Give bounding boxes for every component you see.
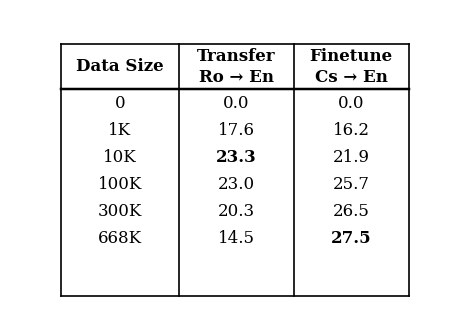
Text: 10K: 10K (103, 149, 137, 166)
Text: Transfer
Ro → En: Transfer Ro → En (197, 48, 276, 86)
Text: Data Size: Data Size (76, 58, 164, 75)
Text: 25.7: 25.7 (333, 176, 370, 193)
Text: 23.0: 23.0 (218, 176, 255, 193)
Text: 16.2: 16.2 (333, 122, 370, 139)
Text: 26.5: 26.5 (333, 203, 370, 220)
Text: 0: 0 (114, 94, 125, 112)
Text: 100K: 100K (98, 176, 142, 193)
Text: 0.0: 0.0 (338, 94, 365, 112)
Text: 1K: 1K (109, 122, 131, 139)
Text: 668K: 668K (98, 230, 142, 247)
Text: 0.0: 0.0 (223, 94, 250, 112)
Text: 21.9: 21.9 (333, 149, 370, 166)
Text: 300K: 300K (98, 203, 142, 220)
Text: 27.5: 27.5 (331, 230, 371, 247)
Text: 23.3: 23.3 (216, 149, 257, 166)
Text: Finetune
Cs → En: Finetune Cs → En (310, 48, 393, 86)
Text: 14.5: 14.5 (218, 230, 255, 247)
Text: 17.6: 17.6 (218, 122, 255, 139)
Text: 20.3: 20.3 (218, 203, 255, 220)
